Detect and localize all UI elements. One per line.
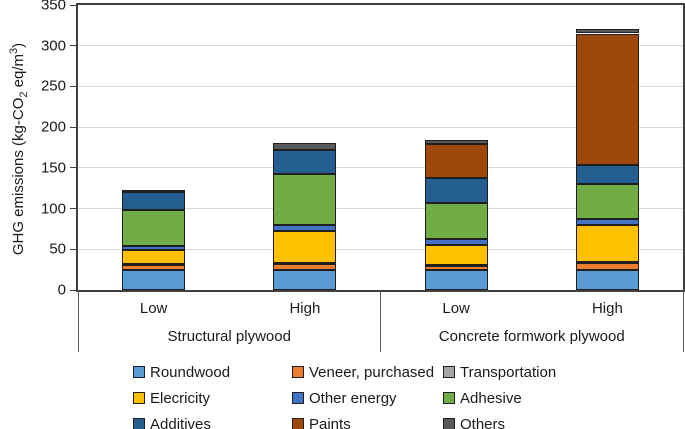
group-label: Concrete formwork plywood — [438, 328, 625, 345]
legend-label: Transportation — [460, 363, 557, 381]
legend-item-paints: Paints — [292, 416, 443, 429]
legend-label: Other energy — [309, 389, 397, 407]
bar-segment-additives — [273, 149, 337, 175]
category-axis-separator — [380, 290, 381, 352]
y-tick-label: 200 — [40, 118, 66, 136]
y-axis-tick — [70, 85, 76, 87]
legend-label: Elecricity — [150, 389, 211, 407]
y-tick-label: 0 — [57, 281, 66, 299]
legend-swatch-icon — [443, 392, 455, 404]
bar-segment-other-energy — [424, 238, 488, 246]
y-axis-tick — [70, 45, 76, 47]
bar-segment-elecricity — [424, 245, 488, 265]
gridline — [78, 85, 683, 87]
legend-item-veneer-purchased: Veneer, purchased — [292, 364, 443, 381]
bar-segment-transportation — [575, 262, 639, 265]
legend-swatch-icon — [292, 366, 304, 378]
y-tick-label: 250 — [40, 77, 66, 95]
y-tick-label: 100 — [40, 200, 66, 218]
bar-segment-other-energy — [575, 219, 639, 225]
legend-label: Others — [460, 415, 506, 429]
legend-swatch-icon — [133, 366, 145, 378]
bar-segment-roundwood — [273, 269, 337, 290]
y-axis-tick — [70, 248, 76, 250]
category-axis-separator — [682, 290, 684, 352]
category-label-high: High — [591, 300, 623, 317]
category-label-high: High — [289, 300, 321, 317]
legend-label: Veneer, purchased — [309, 363, 435, 381]
y-tick-label: 150 — [40, 159, 66, 177]
legend-label: Additives — [150, 415, 211, 429]
bar-segment-others — [424, 140, 488, 145]
legend-label: Roundwood — [150, 363, 231, 381]
bar-segment-roundwood — [424, 270, 488, 290]
bar-segment-others — [575, 29, 639, 34]
legend-item-elecricity: Elecricity — [133, 390, 292, 407]
legend-label: Paints — [309, 415, 351, 429]
legend-swatch-icon — [133, 392, 145, 404]
legend-item-transportation: Transportation — [443, 364, 556, 381]
legend-item-roundwood: Roundwood — [133, 364, 292, 381]
bar-segment-adhesive — [424, 202, 488, 239]
y-axis-tick — [70, 167, 76, 169]
legend-item-adhesive: Adhesive — [443, 390, 556, 407]
y-axis-tick — [70, 4, 76, 6]
category-axis-separator — [77, 290, 79, 352]
bar-segment-transportation — [273, 263, 337, 266]
gridline — [78, 248, 683, 250]
y-axis-tick — [70, 289, 76, 291]
bar-segment-other-energy — [122, 246, 186, 251]
bar-segment-roundwood — [122, 269, 186, 290]
bar-segment-paints — [424, 144, 488, 179]
group-label: Structural plywood — [167, 328, 291, 345]
bar-segment-additives — [122, 192, 186, 211]
gridline — [78, 208, 683, 210]
category-label-low: Low — [139, 300, 168, 317]
legend-swatch-icon — [443, 418, 455, 429]
bar-segment-adhesive — [575, 184, 639, 220]
y-tick-label: 50 — [49, 240, 66, 258]
bar-segment-transportation — [424, 264, 488, 267]
gridline — [78, 167, 683, 169]
bar-segment-elecricity — [575, 224, 639, 263]
legend-item-other-energy: Other energy — [292, 390, 443, 407]
legend-swatch-icon — [133, 418, 145, 429]
bar-segment-adhesive — [122, 210, 186, 247]
bar-segment-other-energy — [273, 224, 337, 231]
legend: Roundwood Veneer, purchased Transportation… — [133, 359, 556, 429]
y-tick-label: 300 — [40, 37, 66, 55]
legend-item-others: Others — [443, 416, 556, 429]
y-axis-tick — [70, 208, 76, 210]
y-tick-label: 350 — [40, 0, 66, 14]
category-label-low: Low — [442, 300, 470, 317]
gridline — [78, 126, 683, 128]
legend-label: Adhesive — [460, 389, 522, 407]
bar-segment-elecricity — [273, 230, 337, 264]
bar-segment-others — [122, 189, 186, 193]
legend-swatch-icon — [443, 366, 455, 378]
legend-swatch-icon — [292, 418, 304, 429]
bar-segment-additives — [575, 164, 639, 185]
bar-segment-transportation — [122, 263, 186, 266]
bar-segment-others — [273, 143, 337, 150]
bar-segment-roundwood — [575, 270, 639, 290]
gridline — [78, 45, 683, 47]
y-axis-tick — [70, 126, 76, 128]
bar-segment-adhesive — [273, 174, 337, 225]
legend-swatch-icon — [292, 392, 304, 404]
y-axis-title: GHG emissions (kg-CO2 eq/m3) — [8, 42, 30, 256]
bar-segment-paints — [575, 33, 639, 165]
bar-segment-additives — [424, 178, 488, 203]
bar-segment-elecricity — [122, 250, 186, 264]
legend-item-additives: Additives — [133, 416, 292, 429]
